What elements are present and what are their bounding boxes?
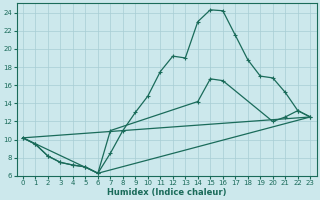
X-axis label: Humidex (Indice chaleur): Humidex (Indice chaleur) — [107, 188, 226, 197]
